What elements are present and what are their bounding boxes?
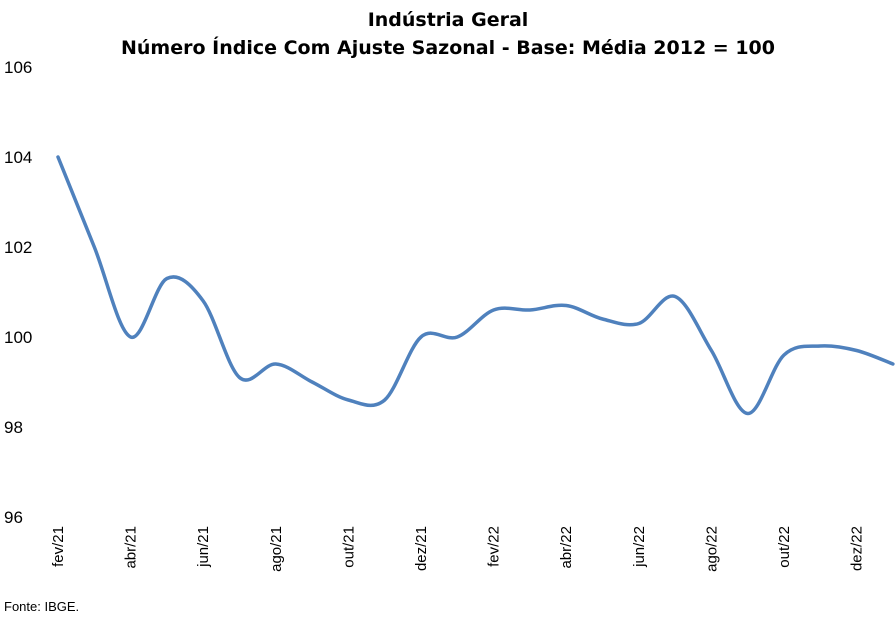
- source-note: Fonte: IBGE.: [4, 599, 79, 614]
- series-line: [56, 155, 895, 416]
- y-tick-label: 102: [4, 238, 32, 257]
- x-axis-ticks: fev/21 abr/21 jun/21 ago/21 out/21 dez/21 fev/…: [50, 526, 866, 572]
- x-tick-label: out/21: [340, 526, 357, 568]
- y-tick-label: 100: [4, 328, 32, 347]
- x-tick-label: abr/22: [558, 526, 575, 569]
- x-tick-label: ago/21: [268, 526, 285, 572]
- chart-subtitle: Número Índice Com Ajuste Sazonal - Base:…: [121, 36, 775, 59]
- y-tick-label: 96: [4, 508, 23, 527]
- x-tick-label: jun/22: [631, 526, 648, 568]
- x-tick-label: ago/22: [703, 526, 720, 572]
- x-tick-label: jun/21: [195, 526, 212, 568]
- y-tick-label: 104: [4, 148, 32, 167]
- x-tick-label: dez/22: [849, 526, 866, 571]
- y-axis-ticks: 96 98 100 102 104 106: [4, 58, 32, 527]
- x-tick-label: fev/22: [486, 526, 503, 567]
- x-tick-label: abr/21: [123, 526, 140, 569]
- chart-title: Indústria Geral: [368, 9, 529, 31]
- x-tick-label: out/22: [776, 526, 793, 568]
- x-tick-label: dez/21: [413, 526, 430, 571]
- y-tick-label: 98: [4, 418, 23, 437]
- y-tick-label: 106: [4, 58, 32, 77]
- x-tick-label: fev/21: [50, 526, 67, 567]
